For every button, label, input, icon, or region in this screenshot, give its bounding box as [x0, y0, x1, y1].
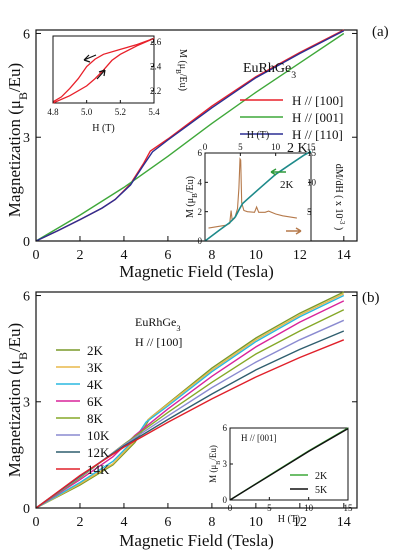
- panel-a-x-tick-label: 12: [293, 248, 307, 263]
- inset-derivative-yr-tick-label: 5: [307, 207, 312, 217]
- inset-b-legend-label: 2K: [315, 471, 328, 482]
- inset-b-x-label: H (T): [278, 514, 301, 525]
- panel-b-x-tick-label: 0: [33, 515, 40, 530]
- panel-a-frame: [35, 29, 358, 242]
- panel-a-x-tick-label: 14: [337, 248, 351, 263]
- panel-b-legend-label: 2K: [87, 343, 104, 358]
- panel-b-letter: (b): [362, 290, 380, 306]
- panel-b-legend-label: 3K: [87, 360, 104, 375]
- panel-b-series-line: [35, 300, 345, 509]
- inset-derivative-x-label: H (T): [247, 130, 270, 141]
- inset-derivative-right-label: dM/dH ( x 10-3 ): [333, 164, 346, 230]
- panel-a-series-line: [35, 32, 345, 242]
- panel-b-y-tick-label: 0: [23, 502, 30, 517]
- inset-hysteresis-y-tick-label: 2.2: [150, 86, 161, 96]
- inset-derivative-x-tick-label: 10: [271, 142, 281, 152]
- inset-b-field-direction: H // [001]: [241, 433, 277, 443]
- panel-a-temperature-label: 2 K: [287, 141, 308, 156]
- panel-b-x-tick-label: 10: [249, 515, 263, 530]
- inset-hysteresis-y-label: M (μB/Eu): [174, 49, 188, 91]
- inset-b-y-label: M (μB/Eu): [208, 445, 222, 483]
- inset-magnetization-arrow: [270, 168, 286, 176]
- inset-derivative-left-label: M (μB/Eu): [185, 176, 199, 218]
- panel-a-legend-label: H // [110]: [292, 127, 343, 142]
- panel-b-field-direction: H // [100]: [135, 335, 182, 349]
- inset-hysteresis-down-line: [52, 37, 155, 103]
- panel-b-legend-label: 4K: [87, 377, 104, 392]
- inset-hysteresis-x-tick-label: 5.2: [115, 107, 126, 117]
- panel-a-y-tick-label: 3: [23, 131, 30, 146]
- panel-b-x-tick-label: 6: [164, 515, 171, 530]
- panel-b-legend-label: 14K: [87, 462, 110, 477]
- panel-a-y-tick-label: 6: [23, 27, 30, 42]
- inset-hysteresis-y-tick-label: 2.4: [150, 62, 162, 72]
- panel-b-x-tick-label: 12: [293, 515, 307, 530]
- panel-a-letter: (a): [372, 24, 389, 40]
- inset-b-y-tick-label: 0: [223, 495, 228, 505]
- panel-a-x-tick-label: 2: [76, 248, 83, 263]
- panel-a-x-tick-label: 4: [120, 248, 127, 263]
- inset-derivative-x-tick-label: 0: [203, 142, 208, 152]
- inset-b-x-tick-label: 5: [267, 503, 272, 513]
- inset-derivative-yl-tick-label: 0: [198, 236, 203, 246]
- panel-b-x-tick-label: 4: [120, 515, 127, 530]
- panel-b-y-tick-label: 6: [23, 289, 30, 304]
- inset-b-x-tick-label: 15: [344, 503, 354, 513]
- panel-b-series-line: [35, 339, 345, 509]
- inset-derivative-line: [208, 157, 297, 229]
- panel-b-compound: EuRhGe3: [135, 315, 181, 333]
- panel-a-y-tick-label: 0: [23, 235, 30, 250]
- panel-a-x-tick-label: 8: [208, 248, 215, 263]
- panel-a-x-tick-label: 6: [164, 248, 171, 263]
- inset-b-y-tick-label: 6: [223, 423, 228, 433]
- panel-a-y-axis-label: Magnetization (μB/Eu): [5, 63, 30, 217]
- panel-b-x-tick-label: 14: [337, 515, 351, 530]
- panel-a-x-axis-label: Magnetic Field (Tesla): [119, 262, 274, 281]
- inset-sweep-down-arrow: [83, 54, 97, 63]
- inset-derivative-arrow: [286, 227, 302, 235]
- inset-hysteresis-x-tick-label: 5.0: [81, 107, 93, 117]
- inset-b-y-tick-label: 3: [223, 459, 228, 469]
- inset-b-legend-label: 5K: [315, 485, 328, 496]
- panel-a-legend-label: H // [001]: [292, 110, 343, 125]
- panel-b-frame: [35, 291, 358, 509]
- inset-hysteresis-x-tick-label: 4.8: [47, 107, 59, 117]
- panel-b-x-axis-label: Magnetic Field (Tesla): [119, 531, 274, 550]
- panel-b-series-line: [35, 293, 345, 509]
- inset-derivative-x-tick-label: 15: [307, 142, 317, 152]
- panel-b-y-tick-label: 3: [23, 396, 30, 411]
- inset-derivative-x-tick-label: 5: [238, 142, 243, 152]
- inset-hysteresis-x-tick-label: 5.4: [148, 107, 160, 117]
- inset-derivative-yl-tick-label: 4: [198, 177, 203, 187]
- panel-b-legend-label: 12K: [87, 445, 110, 460]
- panel-a-legend-label: H // [100]: [292, 93, 343, 108]
- panel-b-y-axis-label: Magnetization (μB/Eu): [5, 323, 30, 477]
- panel-b-x-tick-label: 2: [76, 515, 83, 530]
- inset-derivative-temperature: 2K: [280, 179, 294, 191]
- inset-hysteresis-y-tick-label: 2.6: [150, 37, 162, 47]
- inset-b-series-line: [229, 427, 349, 501]
- inset-magnetization-line: [204, 150, 312, 242]
- panel-b-legend-label: 6K: [87, 394, 104, 409]
- inset-derivative-yr-tick-label: 10: [307, 177, 317, 187]
- inset-hysteresis-x-label: H (T): [92, 123, 115, 134]
- panel-a-series-line: [35, 30, 345, 242]
- panel-b-series-line: [35, 294, 345, 509]
- panel-a-x-tick-label: 10: [249, 248, 263, 263]
- inset-derivative-frame: [204, 152, 312, 242]
- inset-sweep-up-arrow: [96, 69, 106, 80]
- inset-derivative-yr-tick-label: 15: [307, 148, 317, 158]
- inset-derivative-yl-tick-label: 6: [198, 148, 203, 158]
- inset-b-x-tick-label: 0: [228, 503, 233, 513]
- inset-b-x-tick-label: 10: [304, 503, 314, 513]
- panel-a-compound: EuRhGe3: [243, 61, 296, 81]
- panel-b-x-tick-label: 8: [208, 515, 215, 530]
- inset-derivative-yl-tick-label: 2: [198, 207, 203, 217]
- panel-b-legend-label: 10K: [87, 428, 110, 443]
- panel-b-legend-label: 8K: [87, 411, 104, 426]
- panel-a-x-tick-label: 0: [33, 248, 40, 263]
